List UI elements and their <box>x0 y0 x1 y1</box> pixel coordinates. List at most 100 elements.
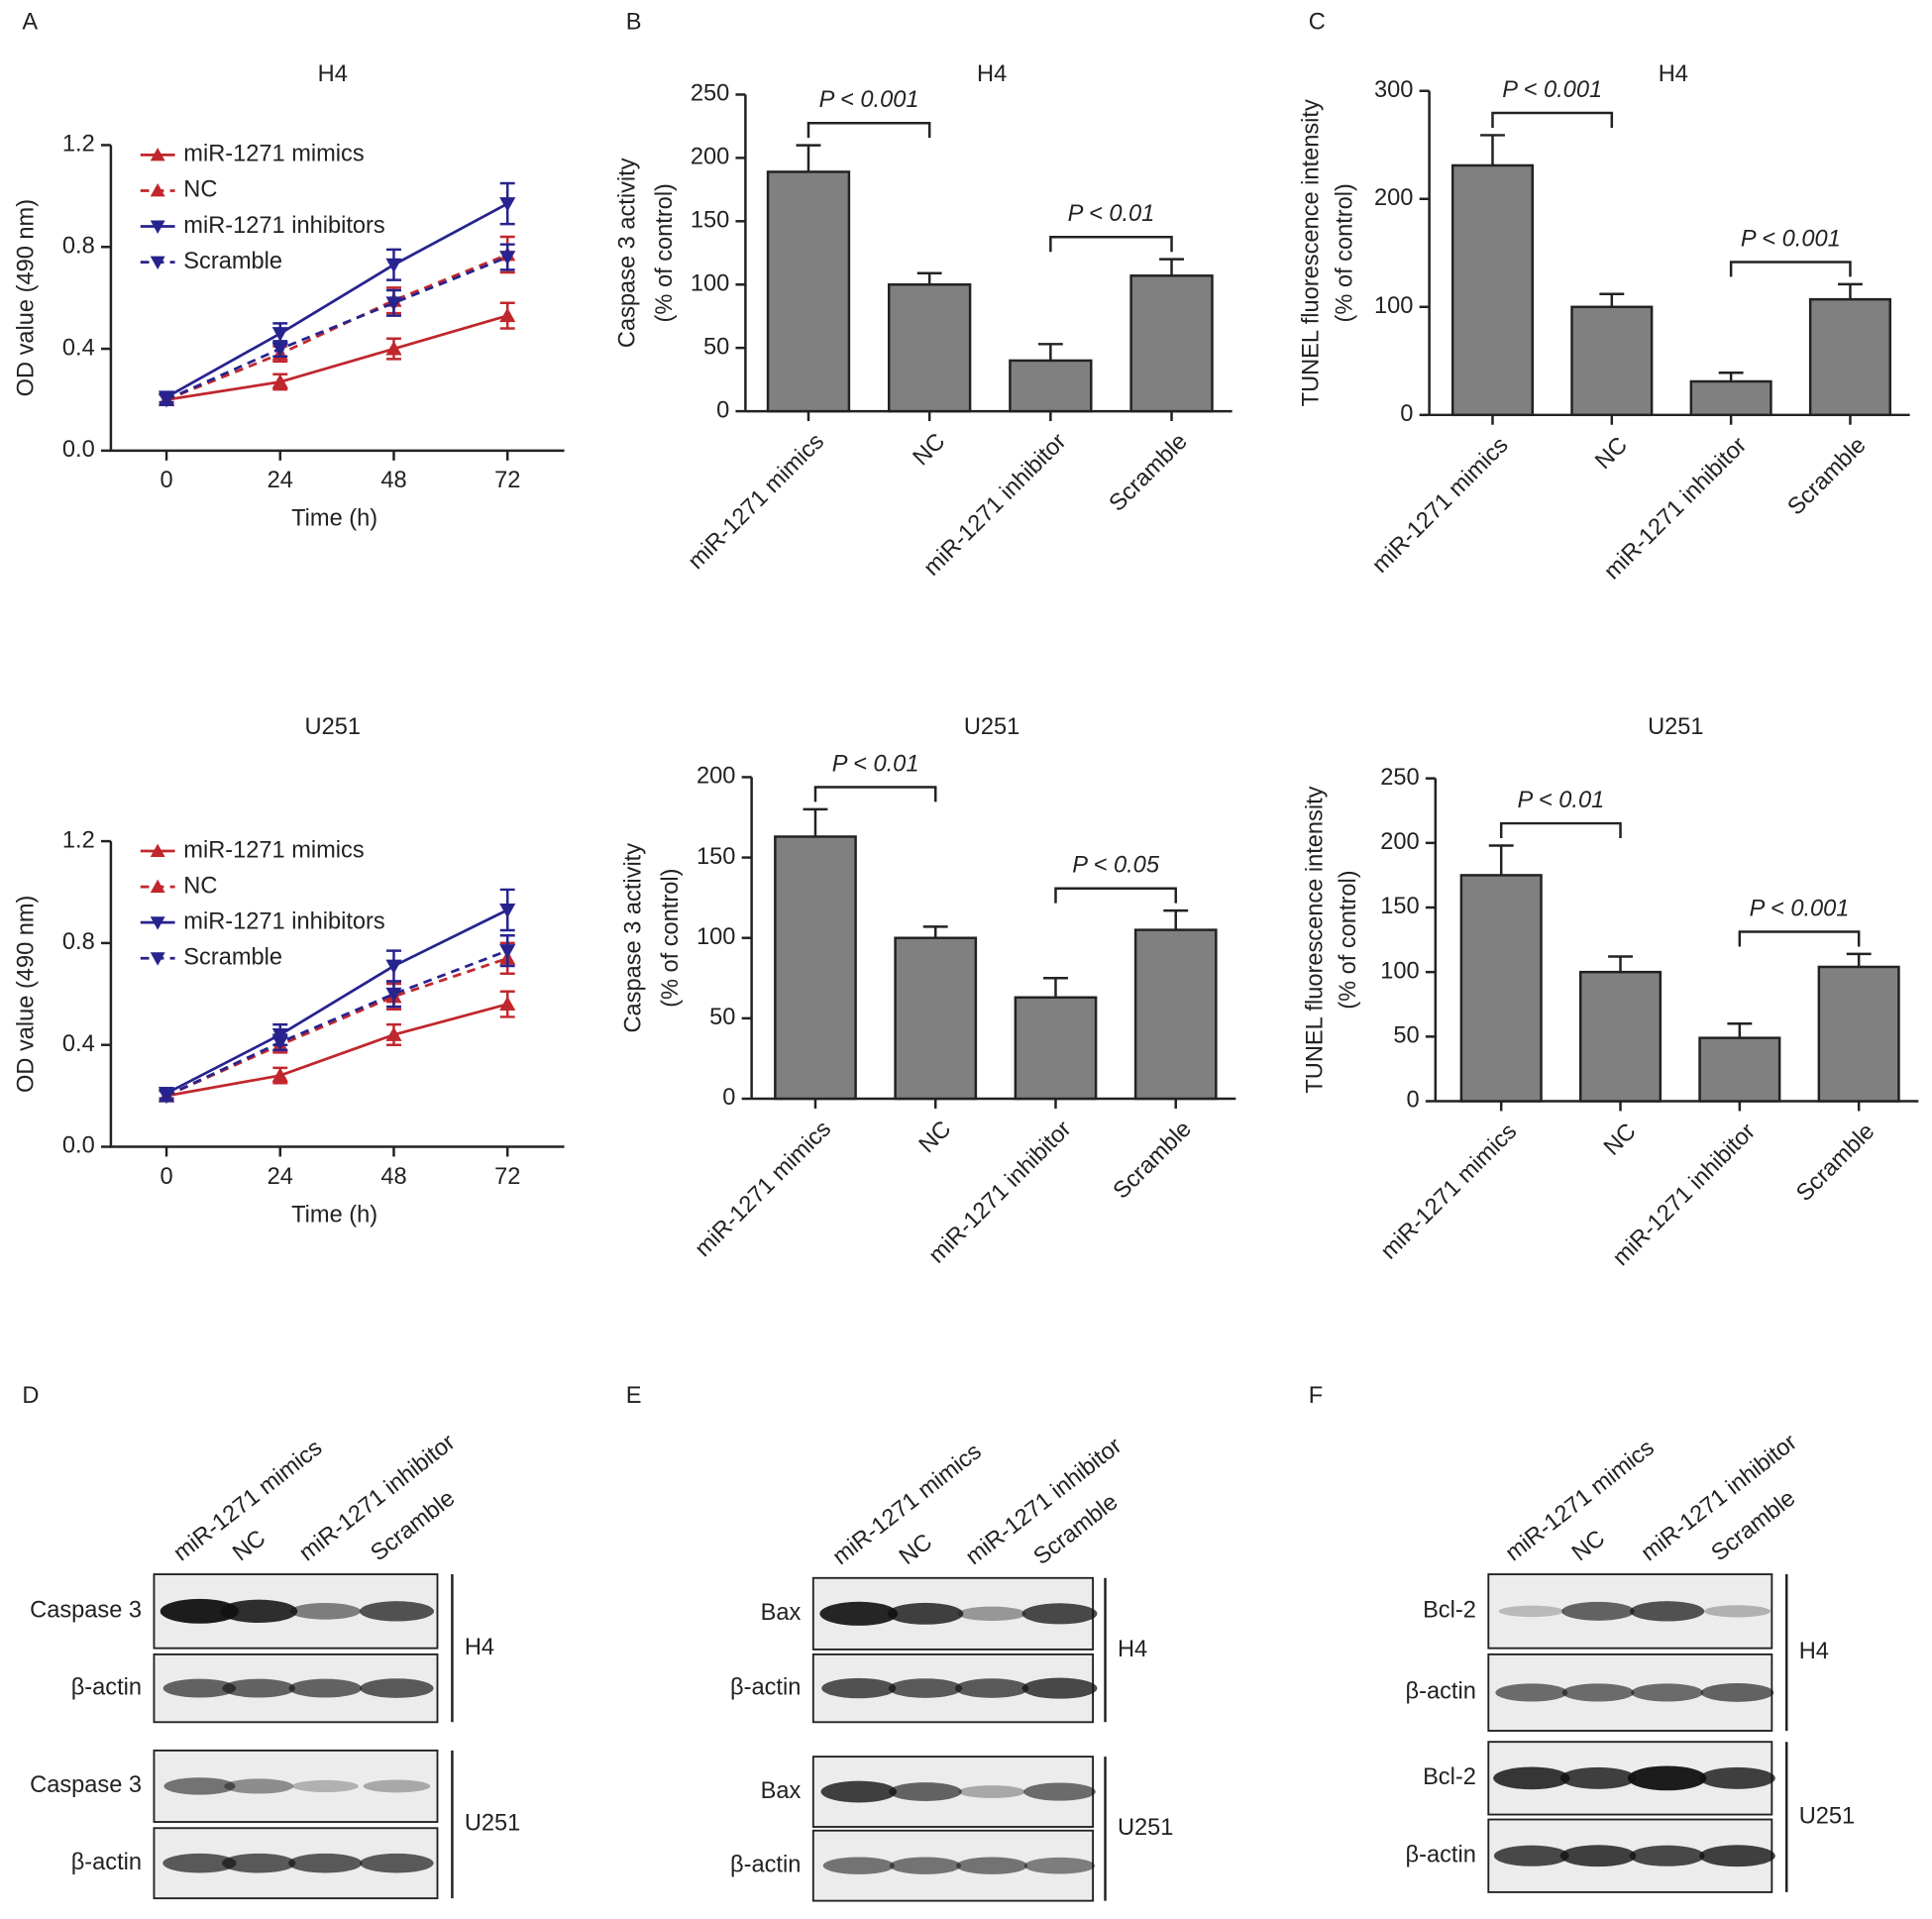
x-tick-label: NC <box>1599 1119 1642 1161</box>
y-tick-label: 1.2 <box>62 827 95 853</box>
y-tick-label: 150 <box>691 208 729 234</box>
row-label: β-actin <box>71 1850 142 1875</box>
blot-band <box>220 1599 298 1624</box>
x-axis-label: Time (h) <box>291 1202 377 1227</box>
error-bar <box>796 144 821 172</box>
bar <box>1698 1036 1781 1103</box>
blot-band <box>1630 1601 1705 1622</box>
significance-bracket <box>1491 111 1614 128</box>
x-tick-label: NC <box>909 429 951 472</box>
y-axis-label: (% of control) <box>652 183 678 322</box>
significance-label: P < 0.001 <box>1750 896 1850 921</box>
blot-band <box>954 1678 1029 1698</box>
x-tick-label: 0 <box>160 468 172 493</box>
lane-label: NC <box>895 1530 937 1570</box>
blot-band <box>1021 1677 1098 1699</box>
y-tick-label: 200 <box>1374 185 1413 211</box>
y-axis-label: Caspase 3 activity <box>614 158 640 348</box>
y-axis-label: Caspase 3 activity <box>621 843 647 1033</box>
chart-title: U251 <box>305 714 361 740</box>
y-tick-label: 100 <box>1374 293 1413 319</box>
error-bar <box>1163 908 1189 930</box>
legend-marker <box>150 952 165 966</box>
y-tick-label: 0.8 <box>62 929 95 955</box>
blot-band <box>163 1777 236 1795</box>
bar <box>1009 359 1093 413</box>
x-tick-label: NC <box>914 1117 957 1159</box>
blot-band <box>1561 1601 1635 1621</box>
bar <box>1450 163 1535 417</box>
blot-band <box>1699 1766 1775 1789</box>
bar <box>774 835 857 1101</box>
marker <box>499 307 516 323</box>
bar <box>887 282 972 413</box>
significance-label: P < 0.01 <box>832 751 919 777</box>
error-bar <box>1159 258 1184 276</box>
legend-label: NC <box>183 177 217 203</box>
y-tick-label: 100 <box>1380 958 1419 984</box>
legend-marker <box>150 916 165 930</box>
x-tick-label: Scramble <box>1783 432 1872 520</box>
group-label: H4 <box>1799 1639 1829 1664</box>
legend-label: miR-1271 mimics <box>183 142 364 167</box>
blot-band <box>1704 1605 1771 1618</box>
significance-bracket <box>1049 236 1173 253</box>
blot-band <box>1559 1845 1637 1867</box>
error-bar <box>1043 977 1068 998</box>
y-tick-label: 150 <box>1380 894 1419 919</box>
blot-band <box>359 1601 435 1622</box>
x-tick-label: 0 <box>160 1164 172 1190</box>
blot-band <box>821 1677 897 1699</box>
legend-marker <box>150 879 165 894</box>
x-tick-label: miR-1271 mimics <box>1367 432 1513 578</box>
group-label: H4 <box>465 1635 494 1660</box>
bar <box>1014 996 1098 1101</box>
error-bar <box>1037 343 1063 361</box>
legend-label: miR-1271 inhibitors <box>183 213 384 239</box>
row-label: Bax <box>761 1778 802 1804</box>
chart-title: U251 <box>964 714 1020 740</box>
blot-band <box>162 1853 237 1873</box>
y-tick-label: 100 <box>691 270 729 296</box>
blot-band <box>819 1601 899 1626</box>
significance-label: P < 0.05 <box>1072 853 1160 879</box>
error-bar <box>916 271 942 285</box>
y-tick-label: 0.0 <box>62 1133 95 1159</box>
group-label: U251 <box>1799 1803 1855 1829</box>
series-line <box>165 957 508 1098</box>
group-label: H4 <box>1118 1637 1147 1662</box>
legend-label: miR-1271 inhibitors <box>183 908 384 934</box>
blot-band <box>291 1779 359 1793</box>
panel-label: F <box>1309 1383 1323 1409</box>
error-bar <box>1599 292 1625 307</box>
y-tick-label: 100 <box>697 924 735 950</box>
significance-bracket <box>1729 261 1852 277</box>
y-tick-label: 0.0 <box>62 437 95 463</box>
chart-title: U251 <box>1648 714 1703 740</box>
row-label: β-actin <box>1406 1679 1476 1705</box>
marker <box>499 197 516 212</box>
y-tick-label: 1.2 <box>62 132 95 158</box>
blot-band <box>1498 1605 1564 1618</box>
y-tick-label: 0 <box>1407 1088 1420 1114</box>
blot-band <box>1493 1766 1570 1790</box>
significance-label: P < 0.01 <box>1517 788 1604 813</box>
y-axis-label: TUNEL fluorescence intensity <box>1299 99 1325 406</box>
significance-label: P < 0.001 <box>1502 77 1602 103</box>
panel-label: B <box>626 10 642 36</box>
group-label: U251 <box>465 1811 520 1837</box>
lane-label: NC <box>1567 1526 1610 1566</box>
row-label: β-actin <box>71 1674 142 1700</box>
y-axis-label: (% of control) <box>1336 870 1361 1009</box>
y-tick-label: 50 <box>1393 1023 1419 1049</box>
x-tick-label: 72 <box>494 468 520 493</box>
y-tick-label: 200 <box>1380 829 1419 855</box>
chart-title: H4 <box>1659 61 1688 87</box>
marker <box>271 1035 288 1051</box>
blot-band <box>288 1853 363 1873</box>
bar <box>1808 297 1892 417</box>
row-label: Bax <box>761 1600 802 1626</box>
blot-band <box>889 1857 962 1874</box>
